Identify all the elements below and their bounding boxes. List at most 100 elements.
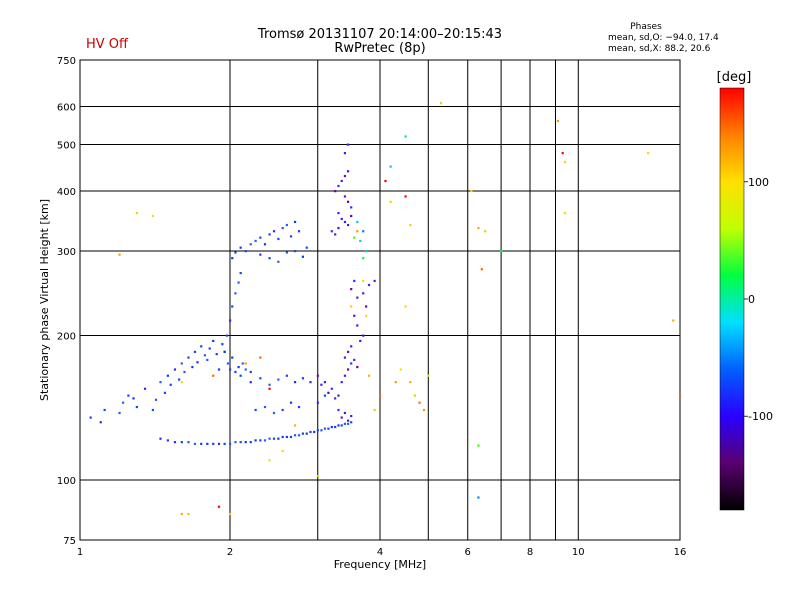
data-point (350, 288, 353, 291)
data-point (337, 212, 340, 215)
data-point (193, 350, 197, 353)
y-axis-label: Stationary phase Virtual Height [km] (38, 199, 51, 401)
data-point (237, 365, 240, 369)
title-line2: RwPretec (8p) (334, 41, 426, 56)
data-point (169, 383, 172, 386)
data-point (200, 345, 203, 348)
data-point (151, 408, 155, 412)
data-point (409, 381, 412, 384)
data-point (180, 512, 183, 516)
data-point (187, 512, 190, 516)
data-point (316, 474, 319, 478)
data-point (343, 422, 347, 425)
data-point (418, 401, 421, 404)
data-point (212, 339, 215, 343)
data-point (365, 250, 368, 253)
data-point (330, 230, 333, 233)
data-point (289, 401, 293, 404)
data-point (212, 442, 215, 445)
data-point (470, 190, 473, 193)
data-point (285, 223, 288, 227)
data-point (500, 250, 503, 253)
data-point (231, 305, 234, 308)
data-point (346, 368, 350, 371)
data-point (346, 143, 350, 146)
data-point (127, 394, 130, 397)
data-point (343, 174, 347, 178)
data-point (187, 356, 190, 359)
data-point (223, 442, 226, 445)
title-line1: Tromsø 20131107 20:14:00–20:15:43 (257, 27, 503, 42)
data-point (379, 394, 382, 397)
data-point (350, 421, 353, 424)
data-point (350, 414, 353, 418)
data-point (556, 119, 560, 123)
data-point (323, 381, 327, 384)
data-point (313, 430, 316, 434)
data-point (293, 434, 297, 437)
data-point (563, 212, 567, 215)
data-point (118, 411, 121, 415)
data-point (234, 292, 237, 295)
data-point (389, 200, 392, 203)
data-point (217, 505, 221, 508)
data-point (254, 439, 257, 442)
data-point (173, 368, 177, 371)
data-point (334, 397, 337, 400)
phases-o-stats: mean, sd,O: −94.0, 17.4 (608, 33, 719, 43)
data-point (356, 220, 359, 224)
data-point (346, 419, 350, 422)
data-point (323, 394, 327, 397)
data-point (193, 442, 197, 445)
data-point (259, 377, 262, 380)
data-point (340, 424, 343, 427)
data-point (268, 257, 271, 260)
data-point (163, 391, 167, 394)
data-point (359, 339, 362, 343)
data-point (259, 356, 262, 359)
data-point (480, 268, 483, 271)
data-point (239, 441, 242, 444)
data-point (484, 230, 487, 233)
data-point (362, 292, 365, 295)
data-point (254, 408, 257, 412)
colorbar-tick-label: 0 (748, 293, 755, 306)
data-point (223, 350, 226, 353)
data-point (281, 227, 284, 230)
y-tick-label: 400 (57, 187, 76, 198)
data-point (263, 439, 267, 442)
data-point (244, 362, 247, 365)
data-point (330, 425, 333, 429)
phases-title: Phases (630, 22, 662, 32)
data-point (183, 370, 186, 374)
data-point (239, 374, 242, 377)
data-point (249, 370, 252, 374)
data-point (231, 356, 234, 359)
data-point (254, 239, 257, 243)
x-tick-label: 16 (674, 547, 687, 558)
data-point (367, 374, 371, 377)
data-point (323, 427, 327, 430)
data-point (229, 512, 232, 516)
data-point (285, 435, 288, 439)
data-point (177, 378, 181, 381)
data-point (212, 374, 215, 377)
data-point (350, 345, 353, 348)
x-tick-label: 1 (77, 547, 83, 558)
data-point (135, 405, 138, 409)
data-point (89, 416, 92, 419)
plot-frame (79, 59, 681, 541)
data-point (350, 206, 353, 209)
data-point (373, 408, 376, 412)
data-point (277, 378, 280, 381)
hv-status: HV Off (86, 37, 128, 52)
data-point (679, 394, 682, 397)
data-point (353, 314, 356, 317)
data-point (249, 243, 252, 246)
data-point (122, 401, 125, 404)
data-point (409, 223, 412, 227)
data-point (277, 260, 280, 263)
data-point (215, 353, 218, 356)
data-point (356, 324, 359, 327)
data-point (477, 444, 480, 447)
